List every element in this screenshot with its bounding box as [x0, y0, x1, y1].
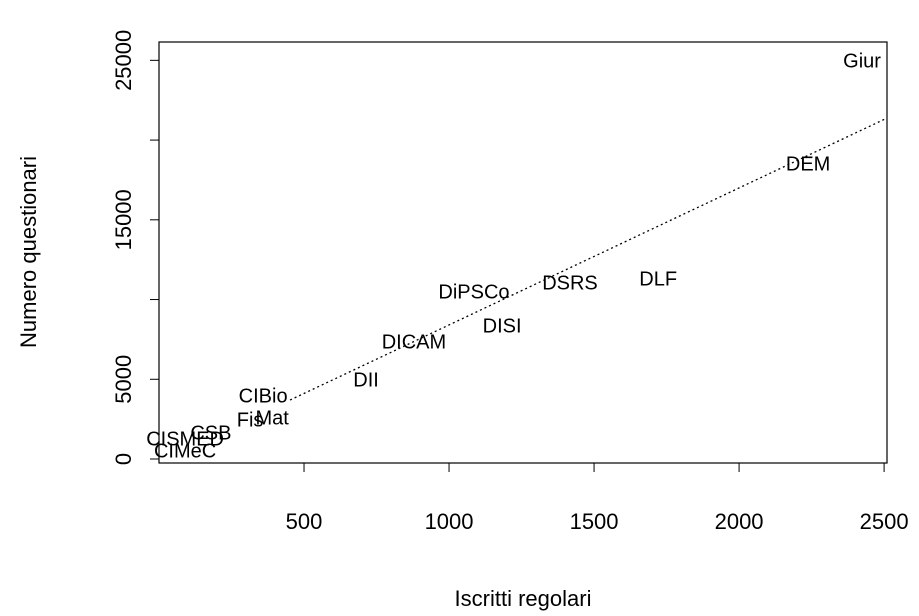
point-label: CISMED: [146, 428, 224, 450]
point-label: CIMeC: [154, 440, 216, 462]
y-tick-label: 15000: [111, 189, 136, 250]
point-label: DISI: [483, 315, 522, 337]
x-axis-title: Iscritti regolari: [455, 586, 592, 611]
point-label: CSB: [190, 422, 231, 444]
point-label: Fis: [237, 409, 264, 431]
y-tick-label: 0: [111, 453, 136, 465]
x-tick-label: 2000: [715, 509, 764, 534]
point-label: DSRS: [542, 272, 598, 294]
x-tick-label: 2500: [860, 509, 909, 534]
point-label: DLF: [639, 268, 677, 290]
plot-box: [158, 41, 888, 464]
fit-line: [289, 117, 888, 401]
point-label: Mat: [255, 407, 289, 429]
point-label: Giur: [843, 50, 881, 72]
point-label: DICAM: [382, 331, 446, 353]
y-axis-title: Numero questionari: [16, 156, 41, 348]
x-tick-label: 500: [286, 509, 323, 534]
y-tick-label: 25000: [111, 30, 136, 91]
point-label: DEM: [786, 153, 830, 175]
y-tick-label: 5000: [111, 355, 136, 404]
x-tick-label: 1000: [425, 509, 474, 534]
point-label: DiPSCo: [438, 281, 509, 303]
point-label: CIBio: [239, 385, 288, 407]
x-tick-label: 1500: [570, 509, 619, 534]
point-label: DII: [353, 369, 379, 391]
